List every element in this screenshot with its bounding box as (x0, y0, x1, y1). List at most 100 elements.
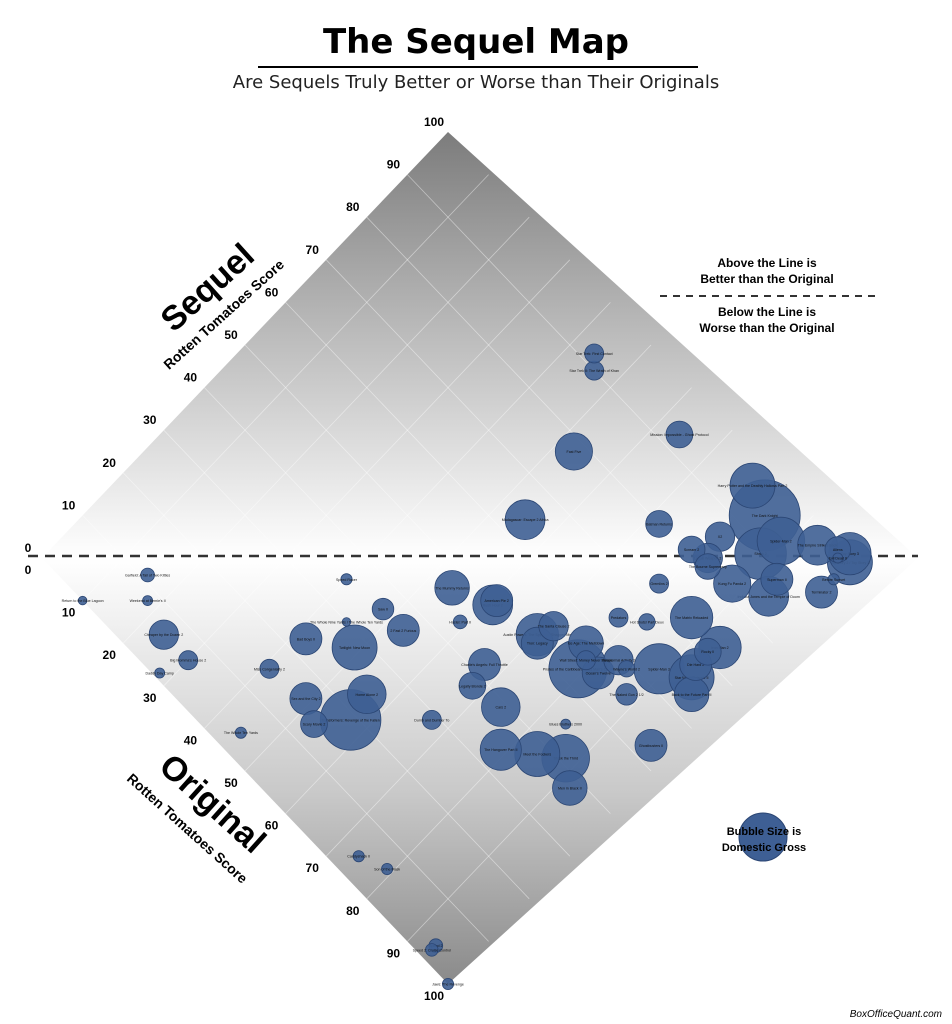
movie-bubble-label: 2 Fast 2 Furious (390, 629, 416, 633)
movie-bubble[interactable] (760, 562, 794, 596)
movie-bubble[interactable] (615, 683, 638, 706)
movie-bubble[interactable] (140, 567, 155, 583)
legend-above-line-2: Better than the Original (700, 272, 833, 286)
movie-bubble[interactable] (234, 726, 247, 739)
grid-line (204, 302, 611, 729)
movie-bubble-label: Star Trek: First Contact (576, 352, 613, 356)
movie-bubble-label: Harry Potter and the Deathly Hallows Par… (718, 484, 788, 488)
movie-bubble[interactable] (608, 607, 629, 628)
movie-bubble[interactable] (458, 671, 487, 700)
movie-bubble[interactable] (434, 570, 470, 606)
movie-bubble-label: Transformers: Revenge of the Fallen (321, 718, 379, 722)
movie-bubble-label: The Santa Clause 2 (538, 625, 570, 629)
movie-bubble-label: Terminator 2 (812, 591, 832, 595)
movie-bubble[interactable] (552, 770, 588, 806)
movie-bubble[interactable] (481, 687, 521, 727)
movie-bubble-label: Hostel: Part II (449, 620, 471, 624)
legend-below-line-2: Worse than the Original (699, 321, 834, 335)
movie-bubble-label: Back to the Future Part II (672, 693, 712, 697)
movie-bubble-label: Shrek the Third (553, 757, 578, 761)
sequel-tick-label: 20 (103, 456, 117, 470)
movie-bubble-label: Hot Shots! Part Deux (630, 620, 664, 624)
bubble-size-note-2: Domestic Gross (722, 842, 806, 854)
movie-bubble[interactable] (554, 432, 593, 471)
axis-tick-layer: 0 10 20 30 40 50 60 70 80 90 100 0 10 20 30 40 50 60 70 80 9… (25, 115, 445, 1003)
movie-bubble[interactable] (425, 943, 439, 957)
movie-bubble-label: Meet the Fockers (523, 753, 551, 757)
movie-bubble-label: Spider-Man 2 (770, 540, 792, 544)
movie-bubble-label: Speed 2: Cruise Control (413, 948, 452, 952)
movie-bubble-label: Cars 2 (496, 706, 507, 710)
movie-bubble-label: Speed Racer (336, 578, 358, 582)
movie-bubble[interactable] (832, 552, 844, 564)
movie-bubble[interactable] (142, 595, 154, 606)
movie-bubble-label: Cheaper by the Dozen 2 (144, 633, 183, 637)
bubble-size-note-1: Bubble Size is (727, 826, 802, 838)
movie-bubble[interactable] (805, 575, 838, 609)
legend-below-line-1: Below the Line is (718, 305, 816, 319)
movie-bubble-label: Indiana Jones and the Temple of Doom (737, 595, 799, 599)
movie-bubble[interactable] (677, 535, 706, 564)
movie-bubble[interactable] (576, 650, 596, 671)
movie-bubble[interactable] (381, 863, 394, 876)
sequel-tick-label: 10 (62, 498, 76, 512)
movie-bubble[interactable] (300, 710, 328, 738)
diamond-upper-half (42, 132, 918, 558)
movie-bubble[interactable] (77, 595, 88, 606)
movie-bubble[interactable] (421, 710, 442, 730)
movie-bubble[interactable] (154, 667, 166, 679)
sequel-tick-label: 100 (424, 115, 444, 129)
movie-bubble[interactable] (634, 729, 668, 762)
movie-bubble[interactable] (259, 658, 280, 679)
movie-bubble[interactable] (479, 728, 522, 771)
movie-bubble[interactable] (669, 595, 714, 640)
movie-bubble-label: Blues Brothers 2000 (549, 723, 582, 727)
sequel-tick-label: 50 (224, 328, 238, 342)
movie-bubble[interactable] (386, 614, 420, 647)
movie-bubble-label: The Whole Nine Yards / The Whole Ten Yar… (310, 620, 383, 624)
movie-bubble[interactable] (480, 584, 514, 617)
grid-line (82, 174, 489, 601)
movie-bubble[interactable] (560, 718, 572, 730)
movie-bubble[interactable] (371, 597, 395, 621)
movie-bubble-label: Weekend at Bernie's II (130, 599, 166, 603)
bubble-size-legend-circle (738, 812, 788, 862)
movie-bubble[interactable] (729, 462, 776, 509)
movie-bubble[interactable] (340, 573, 353, 586)
movie-bubble-label: Tron: Legacy (527, 642, 548, 646)
movie-bubble[interactable] (148, 619, 179, 650)
movie-bubble[interactable] (645, 510, 673, 538)
movie-bubble[interactable] (504, 499, 546, 541)
movie-bubble-label: Big Momma's House 2 (170, 659, 206, 663)
movie-bubble[interactable] (538, 611, 569, 642)
movie-bubble[interactable] (178, 650, 199, 671)
grid-line (163, 259, 571, 687)
movie-bubble[interactable] (441, 978, 454, 991)
movie-bubble[interactable] (452, 614, 468, 630)
movie-bubble[interactable] (665, 420, 694, 449)
movie-bubble-label: Son of the Mask (374, 868, 400, 872)
sequel-tick-label: 80 (346, 200, 360, 214)
original-tick-label: 100 (424, 989, 444, 1003)
movie-bubble[interactable] (617, 660, 636, 678)
movie-bubble[interactable] (649, 573, 669, 594)
chart-subtitle: Are Sequels Truly Better or Worse than T… (232, 72, 720, 93)
movie-bubble[interactable] (827, 573, 840, 586)
movie-bubble[interactable] (352, 850, 365, 863)
movie-bubble-label: The Mummy Returns (435, 586, 469, 590)
movie-bubble[interactable] (638, 613, 656, 631)
movie-bubble[interactable] (584, 343, 605, 364)
sequel-tick-label: 70 (306, 243, 320, 257)
movie-bubble[interactable] (341, 617, 352, 627)
movie-bubble[interactable] (347, 674, 387, 714)
movie-bubble-label: Caddyshack II (347, 855, 370, 859)
movie-bubble[interactable] (694, 553, 722, 580)
movie-bubble-label: Sex and the City 2 (291, 697, 320, 701)
movie-bubble[interactable] (289, 622, 323, 656)
movie-bubble[interactable] (331, 624, 378, 671)
sequel-tick-label: 60 (265, 285, 279, 299)
movie-bubble[interactable] (713, 564, 752, 603)
movie-bubble-label: Bad Boys II (297, 637, 315, 641)
legend-above-line-1: Above the Line is (717, 256, 817, 270)
movie-bubble[interactable] (693, 637, 722, 666)
